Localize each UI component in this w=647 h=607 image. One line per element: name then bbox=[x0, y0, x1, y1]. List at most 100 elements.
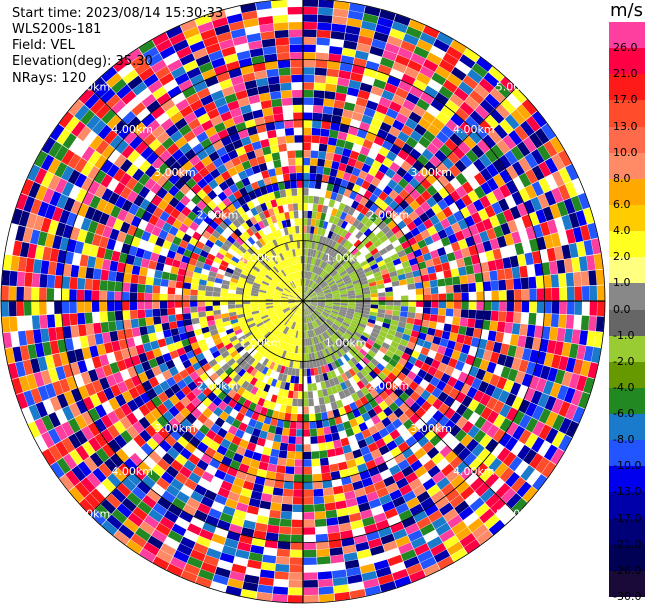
velocity-gate bbox=[420, 389, 432, 401]
velocity-gate bbox=[386, 75, 401, 87]
velocity-gate bbox=[254, 522, 268, 532]
velocity-gate bbox=[290, 549, 303, 558]
velocity-gate bbox=[228, 20, 245, 32]
velocity-gate bbox=[458, 238, 468, 250]
velocity-gate bbox=[303, 429, 311, 437]
velocity-gate bbox=[296, 297, 303, 301]
velocity-gate bbox=[61, 437, 76, 453]
velocity-gate bbox=[125, 177, 138, 190]
velocity-gate bbox=[344, 379, 352, 389]
velocity-gate bbox=[190, 283, 199, 290]
velocity-gate bbox=[62, 276, 71, 289]
velocity-gate bbox=[99, 377, 110, 390]
velocity-gate bbox=[44, 383, 57, 399]
velocity-gate bbox=[316, 242, 322, 251]
velocity-gate bbox=[424, 503, 439, 517]
velocity-gate bbox=[467, 69, 483, 84]
velocity-gate bbox=[88, 180, 101, 195]
velocity-gate bbox=[414, 233, 424, 243]
velocity-gate bbox=[284, 267, 290, 275]
velocity-gate bbox=[447, 233, 458, 244]
velocity-gate bbox=[358, 338, 367, 346]
velocity-gate bbox=[266, 293, 274, 297]
velocity-gate bbox=[44, 204, 57, 220]
velocity-gate bbox=[489, 351, 500, 364]
velocity-gate bbox=[225, 415, 236, 425]
velocity-gate bbox=[446, 73, 463, 87]
velocity-gate bbox=[381, 89, 395, 101]
velocity-gate bbox=[273, 320, 281, 327]
velocity-gate bbox=[290, 413, 298, 422]
velocity-gate bbox=[410, 459, 423, 472]
velocity-gate bbox=[320, 270, 327, 278]
velocity-gate bbox=[357, 463, 368, 473]
velocity-gate bbox=[235, 304, 243, 309]
velocity-gate bbox=[407, 355, 418, 365]
velocity-gate bbox=[321, 252, 327, 261]
velocity-gate bbox=[494, 462, 509, 478]
velocity-gate bbox=[153, 384, 164, 396]
velocity-gate bbox=[3, 332, 13, 349]
velocity-gate bbox=[538, 177, 551, 194]
velocity-gate bbox=[278, 349, 285, 358]
velocity-gate bbox=[101, 188, 114, 202]
velocity-gate bbox=[246, 200, 255, 210]
velocity-gate bbox=[70, 388, 83, 403]
velocity-gate bbox=[404, 386, 415, 397]
velocity-gate bbox=[287, 6, 303, 15]
velocity-gate bbox=[432, 256, 442, 266]
velocity-gate bbox=[312, 105, 324, 114]
velocity-gate bbox=[498, 154, 512, 169]
velocity-gate bbox=[259, 186, 268, 196]
velocity-gate bbox=[56, 194, 69, 210]
velocity-gate bbox=[340, 116, 352, 126]
velocity-gate bbox=[168, 366, 179, 377]
velocity-gate bbox=[182, 503, 197, 516]
velocity-gate bbox=[266, 323, 274, 330]
velocity-gate bbox=[288, 282, 295, 290]
velocity-gate bbox=[385, 301, 394, 306]
velocity-gate bbox=[332, 485, 344, 495]
velocity-gate bbox=[273, 304, 281, 308]
velocity-gate bbox=[433, 221, 444, 233]
velocity-gate bbox=[463, 135, 477, 150]
velocity-gate bbox=[319, 316, 326, 323]
velocity-gate bbox=[266, 408, 274, 418]
velocity-gate bbox=[303, 135, 312, 143]
velocity-gate bbox=[81, 426, 95, 441]
velocity-gate bbox=[407, 166, 419, 178]
velocity-gate bbox=[120, 243, 131, 255]
velocity-gate bbox=[370, 331, 379, 339]
velocity-gate bbox=[291, 291, 298, 297]
velocity-gate bbox=[82, 396, 95, 411]
velocity-gate bbox=[229, 132, 241, 143]
velocity-gate bbox=[89, 244, 99, 258]
velocity-gate bbox=[417, 435, 430, 448]
velocity-gate bbox=[280, 333, 286, 342]
velocity-gate bbox=[314, 503, 326, 512]
velocity-gate bbox=[240, 136, 252, 146]
velocity-gate bbox=[477, 208, 489, 221]
velocity-gate bbox=[138, 275, 147, 285]
velocity-gate bbox=[331, 308, 340, 313]
velocity-gate bbox=[166, 563, 184, 577]
velocity-gate bbox=[378, 264, 388, 272]
velocity-gate bbox=[492, 341, 503, 354]
velocity-gate bbox=[425, 207, 436, 219]
velocity-gate bbox=[145, 317, 154, 326]
velocity-gate bbox=[156, 131, 170, 144]
velocity-gate bbox=[174, 340, 184, 350]
velocity-gate bbox=[317, 366, 323, 375]
velocity-gate bbox=[324, 348, 331, 356]
velocity-gate bbox=[258, 305, 266, 309]
velocity-gate bbox=[30, 229, 41, 245]
velocity-gate bbox=[166, 249, 177, 260]
velocity-gate bbox=[255, 388, 264, 398]
velocity-gate bbox=[453, 210, 465, 222]
velocity-gate bbox=[325, 441, 335, 450]
velocity-gate bbox=[326, 68, 340, 78]
velocity-gate bbox=[330, 470, 341, 480]
velocity-gate bbox=[319, 251, 325, 260]
velocity-gate bbox=[357, 153, 368, 163]
velocity-gate bbox=[241, 351, 250, 360]
